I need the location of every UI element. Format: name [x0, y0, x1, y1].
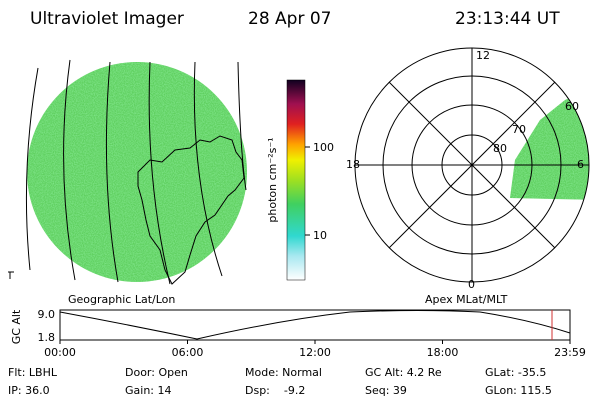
timeline-xtick: 23:59 — [554, 346, 586, 359]
info-field: GLon: 115.5 — [485, 384, 552, 397]
timeline-xtick: 00:00 — [44, 346, 76, 359]
info-field: GLat: -35.5 — [485, 366, 546, 379]
panel-label: Geographic Lat/Lon — [68, 293, 175, 306]
hour-label: 6 — [577, 158, 584, 171]
date: 28 Apr 07 — [248, 9, 331, 29]
info-field: IP: 36.0 — [8, 384, 50, 397]
lat-label: 60 — [565, 100, 579, 113]
info-field: Mode: Normal — [245, 366, 322, 379]
timeline-ylabel: GC Alt — [10, 309, 23, 344]
info-field: Flt: LBHL — [8, 366, 58, 379]
info-field: Door: Open — [125, 366, 188, 379]
colorbar — [286, 79, 306, 281]
lat-label: 80 — [493, 142, 507, 155]
timeline-xtick: 18:00 — [427, 346, 459, 359]
timeline-ytick: 9.0 — [38, 308, 56, 321]
info-field: Seq: 39 — [365, 384, 407, 397]
lat-label: 70 — [512, 123, 526, 136]
timeline-ytick: 1.8 — [38, 331, 56, 344]
info-field: Gain: 14 — [125, 384, 172, 397]
colorbar-tick-label: 10 — [313, 229, 327, 242]
globe-image — [8, 59, 247, 285]
info-field: GC Alt: 4.2 Re — [365, 366, 442, 379]
title: Ultraviolet Imager — [30, 9, 184, 29]
hour-label: 12 — [476, 49, 490, 62]
timeline-xtick: 06:00 — [172, 346, 204, 359]
timeline — [59, 309, 571, 341]
info-field: Dsp: -9.2 — [245, 384, 305, 397]
hour-label: 0 — [468, 278, 475, 291]
panel-label: Apex MLat/MLT — [425, 293, 508, 306]
polar-plot: 12 18 6 0 60 70 80 — [346, 47, 590, 291]
colorbar-tick-label: 100 — [313, 141, 334, 154]
timeline-xtick: 12:00 — [299, 346, 331, 359]
time: 23:13:44 UT — [455, 9, 560, 29]
colorbar-label: photon cm⁻²s⁻¹ — [266, 137, 279, 222]
hour-label: 18 — [346, 158, 360, 171]
